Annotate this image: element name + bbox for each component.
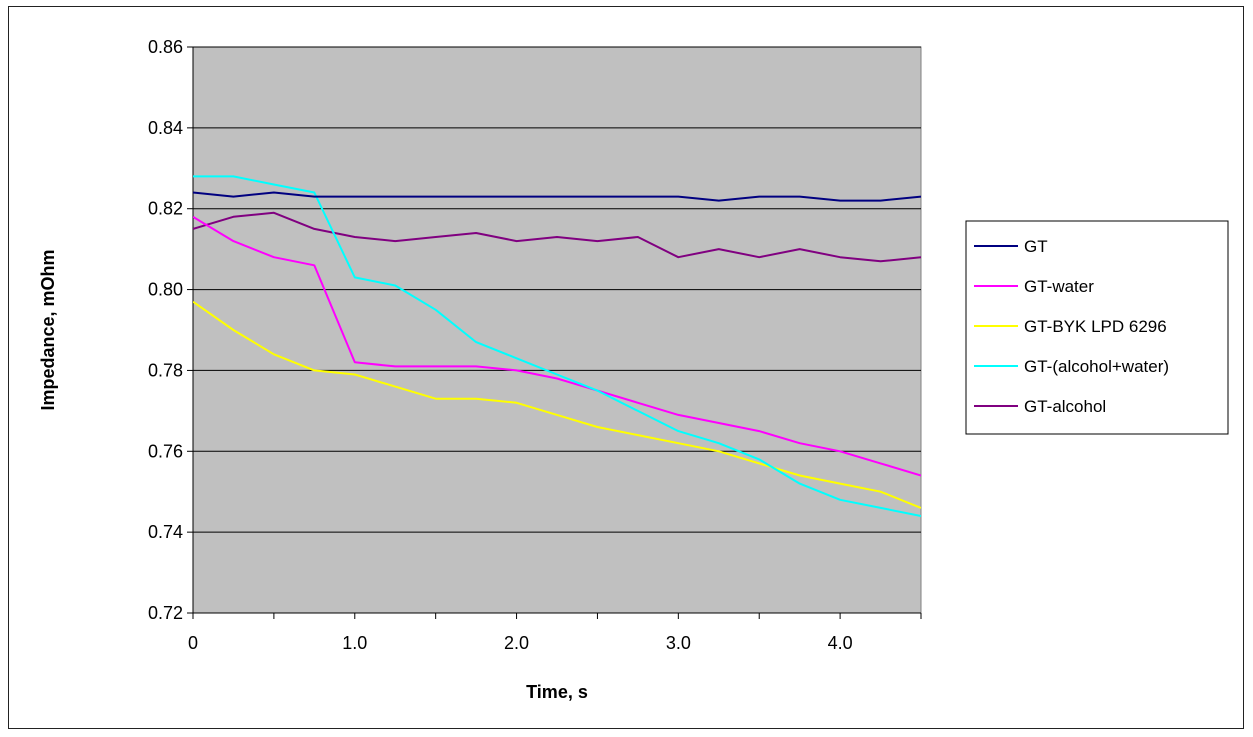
y-tick-label: 0.72 bbox=[148, 603, 183, 623]
x-tick-label: 3.0 bbox=[666, 633, 691, 653]
y-tick-label: 0.74 bbox=[148, 522, 183, 542]
series-line-2 bbox=[193, 300, 921, 509]
y-tick-label: 0.80 bbox=[148, 280, 183, 300]
y-axis-title: Impedance, mOhm bbox=[38, 249, 58, 410]
legend-label: GT-(alcohol+water) bbox=[1024, 357, 1169, 376]
legend-label: GT-alcohol bbox=[1024, 397, 1106, 416]
y-tick-label: 0.86 bbox=[148, 37, 183, 57]
series-line-3 bbox=[193, 175, 921, 517]
x-axis-title: Time, s bbox=[526, 682, 588, 702]
y-tick-label: 0.78 bbox=[148, 360, 183, 380]
series-line-4 bbox=[193, 211, 921, 263]
x-tick-label: 2.0 bbox=[504, 633, 529, 653]
y-tick-label: 0.82 bbox=[148, 199, 183, 219]
legend-label: GT-BYK LPD 6296 bbox=[1024, 317, 1167, 336]
x-tick-label: 0 bbox=[188, 633, 198, 653]
y-tick-label: 0.84 bbox=[148, 118, 183, 138]
legend-label: GT bbox=[1024, 237, 1048, 256]
y-tick-label: 0.76 bbox=[148, 441, 183, 461]
legend-label: GT-water bbox=[1024, 277, 1094, 296]
series-line-0 bbox=[193, 191, 921, 202]
plot-area bbox=[192, 46, 922, 614]
x-tick-label: 4.0 bbox=[828, 633, 853, 653]
legend bbox=[965, 220, 1229, 435]
series-line-1 bbox=[193, 215, 921, 477]
x-tick-label: 1.0 bbox=[342, 633, 367, 653]
